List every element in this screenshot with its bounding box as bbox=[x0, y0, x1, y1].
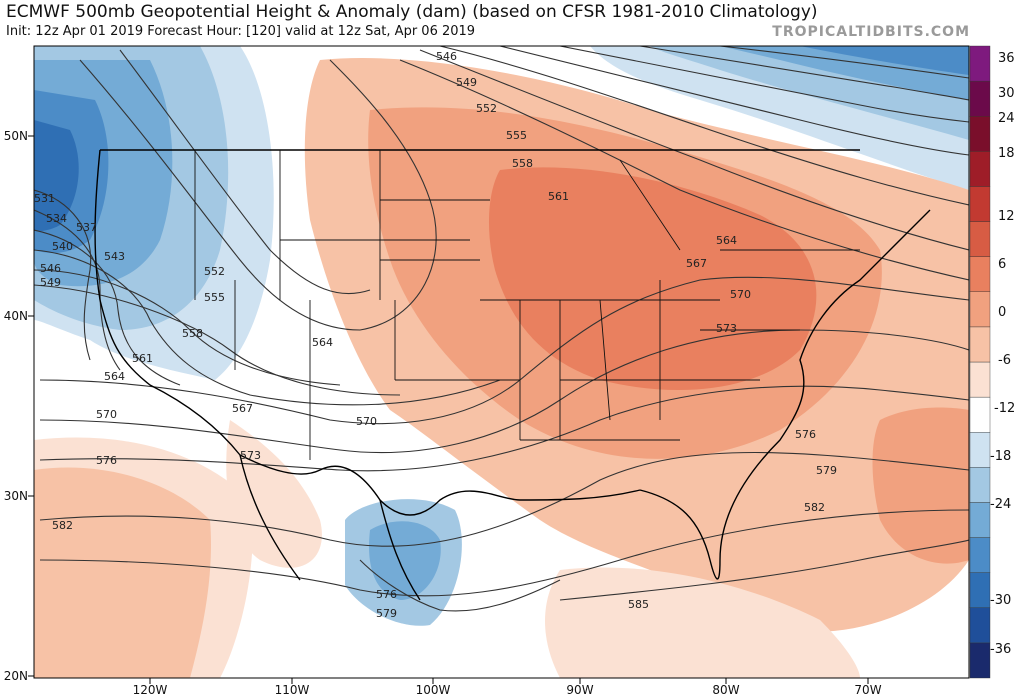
contour-label: 573 bbox=[716, 322, 737, 335]
contour-label: 585 bbox=[628, 598, 649, 611]
contour-label: 570 bbox=[356, 415, 377, 428]
colorbar-swatch bbox=[969, 45, 991, 82]
state-borders bbox=[194, 150, 860, 460]
lat-label: 40N bbox=[4, 309, 28, 323]
colorbar-swatch bbox=[969, 256, 991, 292]
colorbar-tick: -18 bbox=[990, 449, 1011, 464]
contour-label: 561 bbox=[132, 352, 153, 365]
colorbar-tick: -36 bbox=[990, 642, 1011, 657]
colorbar-tick: -24 bbox=[990, 497, 1011, 512]
contour-label: 546 bbox=[436, 50, 457, 63]
lon-label: 120W bbox=[133, 683, 168, 696]
contour-label: 543 bbox=[104, 250, 125, 263]
contour-label: 576 bbox=[96, 454, 117, 467]
colorbar-tick: 18 bbox=[998, 146, 1015, 161]
colorbar-tick: 12 bbox=[998, 209, 1015, 224]
contour-label: 531 bbox=[34, 192, 55, 205]
contour-label: 534 bbox=[46, 212, 67, 225]
colorbar-swatch bbox=[969, 80, 991, 117]
map-subtitle: Init: 12z Apr 01 2019 Forecast Hour: [12… bbox=[6, 24, 476, 39]
contour-label: 552 bbox=[476, 102, 497, 115]
colorbar-swatch bbox=[969, 467, 991, 503]
lat-labels: 50N 40N 30N 20N bbox=[4, 129, 28, 683]
colorbar-tick: 0 bbox=[998, 305, 1006, 320]
colorbar-swatch bbox=[969, 432, 991, 468]
contour-label: 555 bbox=[506, 129, 527, 142]
coastlines bbox=[94, 149, 931, 601]
lon-label: 80W bbox=[712, 683, 739, 696]
colorbar-tick: -12 bbox=[994, 401, 1015, 416]
contour-label: 579 bbox=[376, 607, 397, 620]
colorbar-swatch bbox=[969, 537, 991, 573]
colorbar-tick: 30 bbox=[998, 86, 1015, 101]
colorbar-ticks: 36 30 24 18 12 6 0 -6 -12 -18 -24 -30 -3… bbox=[990, 51, 1015, 657]
contour-label: 567 bbox=[232, 402, 253, 415]
lat-label: 50N bbox=[4, 129, 28, 143]
lat-label: 30N bbox=[4, 489, 28, 503]
colorbar-tick: 6 bbox=[998, 257, 1006, 272]
colorbar-tick: -30 bbox=[990, 593, 1011, 608]
contour-label: 567 bbox=[686, 257, 707, 270]
colorbar-swatch bbox=[969, 116, 991, 152]
contour-label: 564 bbox=[104, 370, 125, 383]
contour-label: 552 bbox=[204, 265, 225, 278]
contour-label: 579 bbox=[816, 464, 837, 477]
source-credit: TROPICALTIDBITS.COM bbox=[772, 24, 970, 40]
colorbar-swatch bbox=[969, 221, 991, 257]
contour-label: 558 bbox=[512, 157, 533, 170]
colorbar-tick: -6 bbox=[998, 353, 1011, 368]
colorbar-swatch bbox=[969, 291, 991, 328]
contour-label: 549 bbox=[40, 276, 61, 289]
colorbar-swatch bbox=[969, 151, 991, 187]
colorbar-swatch bbox=[969, 607, 991, 644]
colorbar-tick: 24 bbox=[998, 111, 1015, 126]
colorbar-swatch bbox=[969, 396, 991, 433]
lon-label: 100W bbox=[416, 683, 451, 696]
axis-ticks bbox=[28, 135, 869, 684]
contour-label: 570 bbox=[96, 408, 117, 421]
colorbar-swatch bbox=[969, 572, 991, 608]
lon-label: 110W bbox=[275, 683, 310, 696]
contour-label: 564 bbox=[716, 234, 737, 247]
colorbar-swatch bbox=[969, 326, 991, 363]
colorbar-swatch bbox=[969, 642, 991, 679]
lon-label: 70W bbox=[854, 683, 881, 696]
contour-label: 576 bbox=[795, 428, 816, 441]
contour-label: 540 bbox=[52, 240, 73, 253]
contour-label: 582 bbox=[804, 501, 825, 514]
contour-labels: 531 534 537 540 546 549 543 552 555 558 … bbox=[34, 50, 837, 620]
contour-label: 582 bbox=[52, 519, 73, 532]
contour-label: 555 bbox=[204, 291, 225, 304]
contour-label: 561 bbox=[548, 190, 569, 203]
contour-label: 570 bbox=[730, 288, 751, 301]
anomaly-colorbar bbox=[969, 45, 991, 679]
lon-label: 90W bbox=[566, 683, 593, 696]
contour-label: 576 bbox=[376, 588, 397, 601]
lon-labels: 120W 110W 100W 90W 80W 70W bbox=[133, 683, 882, 696]
contour-label: 558 bbox=[182, 327, 203, 340]
contour-label: 573 bbox=[240, 449, 261, 462]
colorbar-swatch bbox=[969, 502, 991, 538]
colorbar-tick: 36 bbox=[998, 51, 1015, 66]
contour-label: 546 bbox=[40, 262, 61, 275]
map-title: ECMWF 500mb Geopotential Height & Anomal… bbox=[6, 2, 818, 22]
contour-label: 549 bbox=[456, 76, 477, 89]
contour-label: 564 bbox=[312, 336, 333, 349]
colorbar-swatch bbox=[969, 186, 991, 222]
contour-label: 537 bbox=[76, 221, 97, 234]
lat-label: 20N bbox=[4, 669, 28, 683]
map-border bbox=[33, 45, 970, 679]
colorbar-swatch bbox=[969, 361, 991, 398]
